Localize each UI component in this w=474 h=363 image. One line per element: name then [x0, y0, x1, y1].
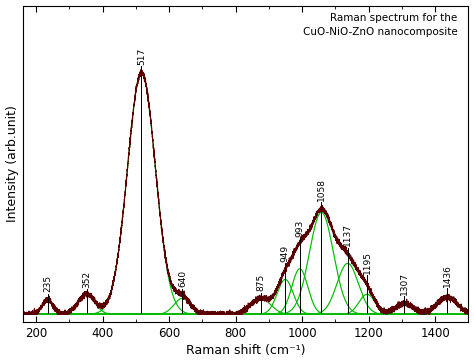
Text: 640: 640: [178, 270, 187, 287]
Text: 993: 993: [295, 220, 304, 237]
Text: 1137: 1137: [343, 224, 352, 246]
Y-axis label: Intensity (arb.unit): Intensity (arb.unit): [6, 106, 18, 223]
Text: 235: 235: [43, 275, 52, 292]
Text: Raman spectrum for the
CuO-NiO-ZnO nanocomposite: Raman spectrum for the CuO-NiO-ZnO nanoc…: [302, 13, 457, 37]
Text: 517: 517: [137, 47, 146, 65]
Text: 1195: 1195: [363, 251, 372, 274]
X-axis label: Raman shift (cm⁻¹): Raman shift (cm⁻¹): [186, 344, 305, 358]
Text: 352: 352: [82, 270, 91, 287]
Text: 1436: 1436: [443, 264, 452, 287]
Text: 949: 949: [281, 245, 290, 262]
Text: 875: 875: [256, 274, 265, 291]
Text: 1307: 1307: [400, 272, 409, 295]
Text: 1058: 1058: [317, 178, 326, 200]
